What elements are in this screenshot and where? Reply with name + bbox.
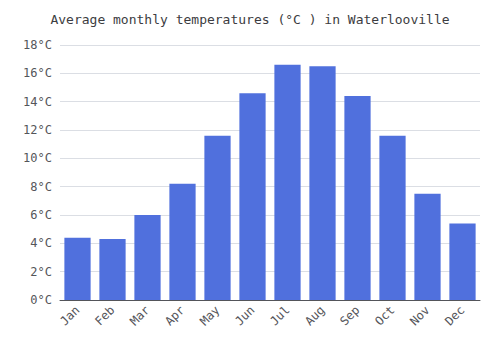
svg-text:Oct: Oct	[372, 303, 397, 328]
svg-text:Jul: Jul	[267, 303, 292, 328]
svg-text:2°C: 2°C	[30, 265, 52, 279]
svg-text:0°C: 0°C	[30, 293, 52, 307]
svg-text:16°C: 16°C	[23, 66, 52, 80]
svg-text:8°C: 8°C	[30, 180, 52, 194]
svg-text:May: May	[197, 303, 222, 328]
svg-text:Nov: Nov	[407, 303, 432, 328]
svg-text:Jun: Jun	[232, 303, 257, 328]
svg-text:10°C: 10°C	[23, 151, 52, 165]
svg-text:Sep: Sep	[337, 303, 362, 328]
svg-text:Feb: Feb	[92, 303, 117, 328]
svg-text:Jan: Jan	[57, 303, 82, 328]
svg-text:6°C: 6°C	[30, 208, 52, 222]
svg-text:Aug: Aug	[302, 303, 327, 328]
svg-text:12°C: 12°C	[23, 123, 52, 137]
svg-text:18°C: 18°C	[23, 38, 52, 52]
svg-text:Apr: Apr	[162, 303, 187, 328]
svg-text:4°C: 4°C	[30, 236, 52, 250]
svg-text:Mar: Mar	[127, 303, 152, 328]
svg-text:14°C: 14°C	[23, 95, 52, 109]
svg-text:Average monthly temperatures (: Average monthly temperatures (°C ) in Wa…	[50, 12, 449, 27]
svg-text:Dec: Dec	[442, 303, 467, 328]
